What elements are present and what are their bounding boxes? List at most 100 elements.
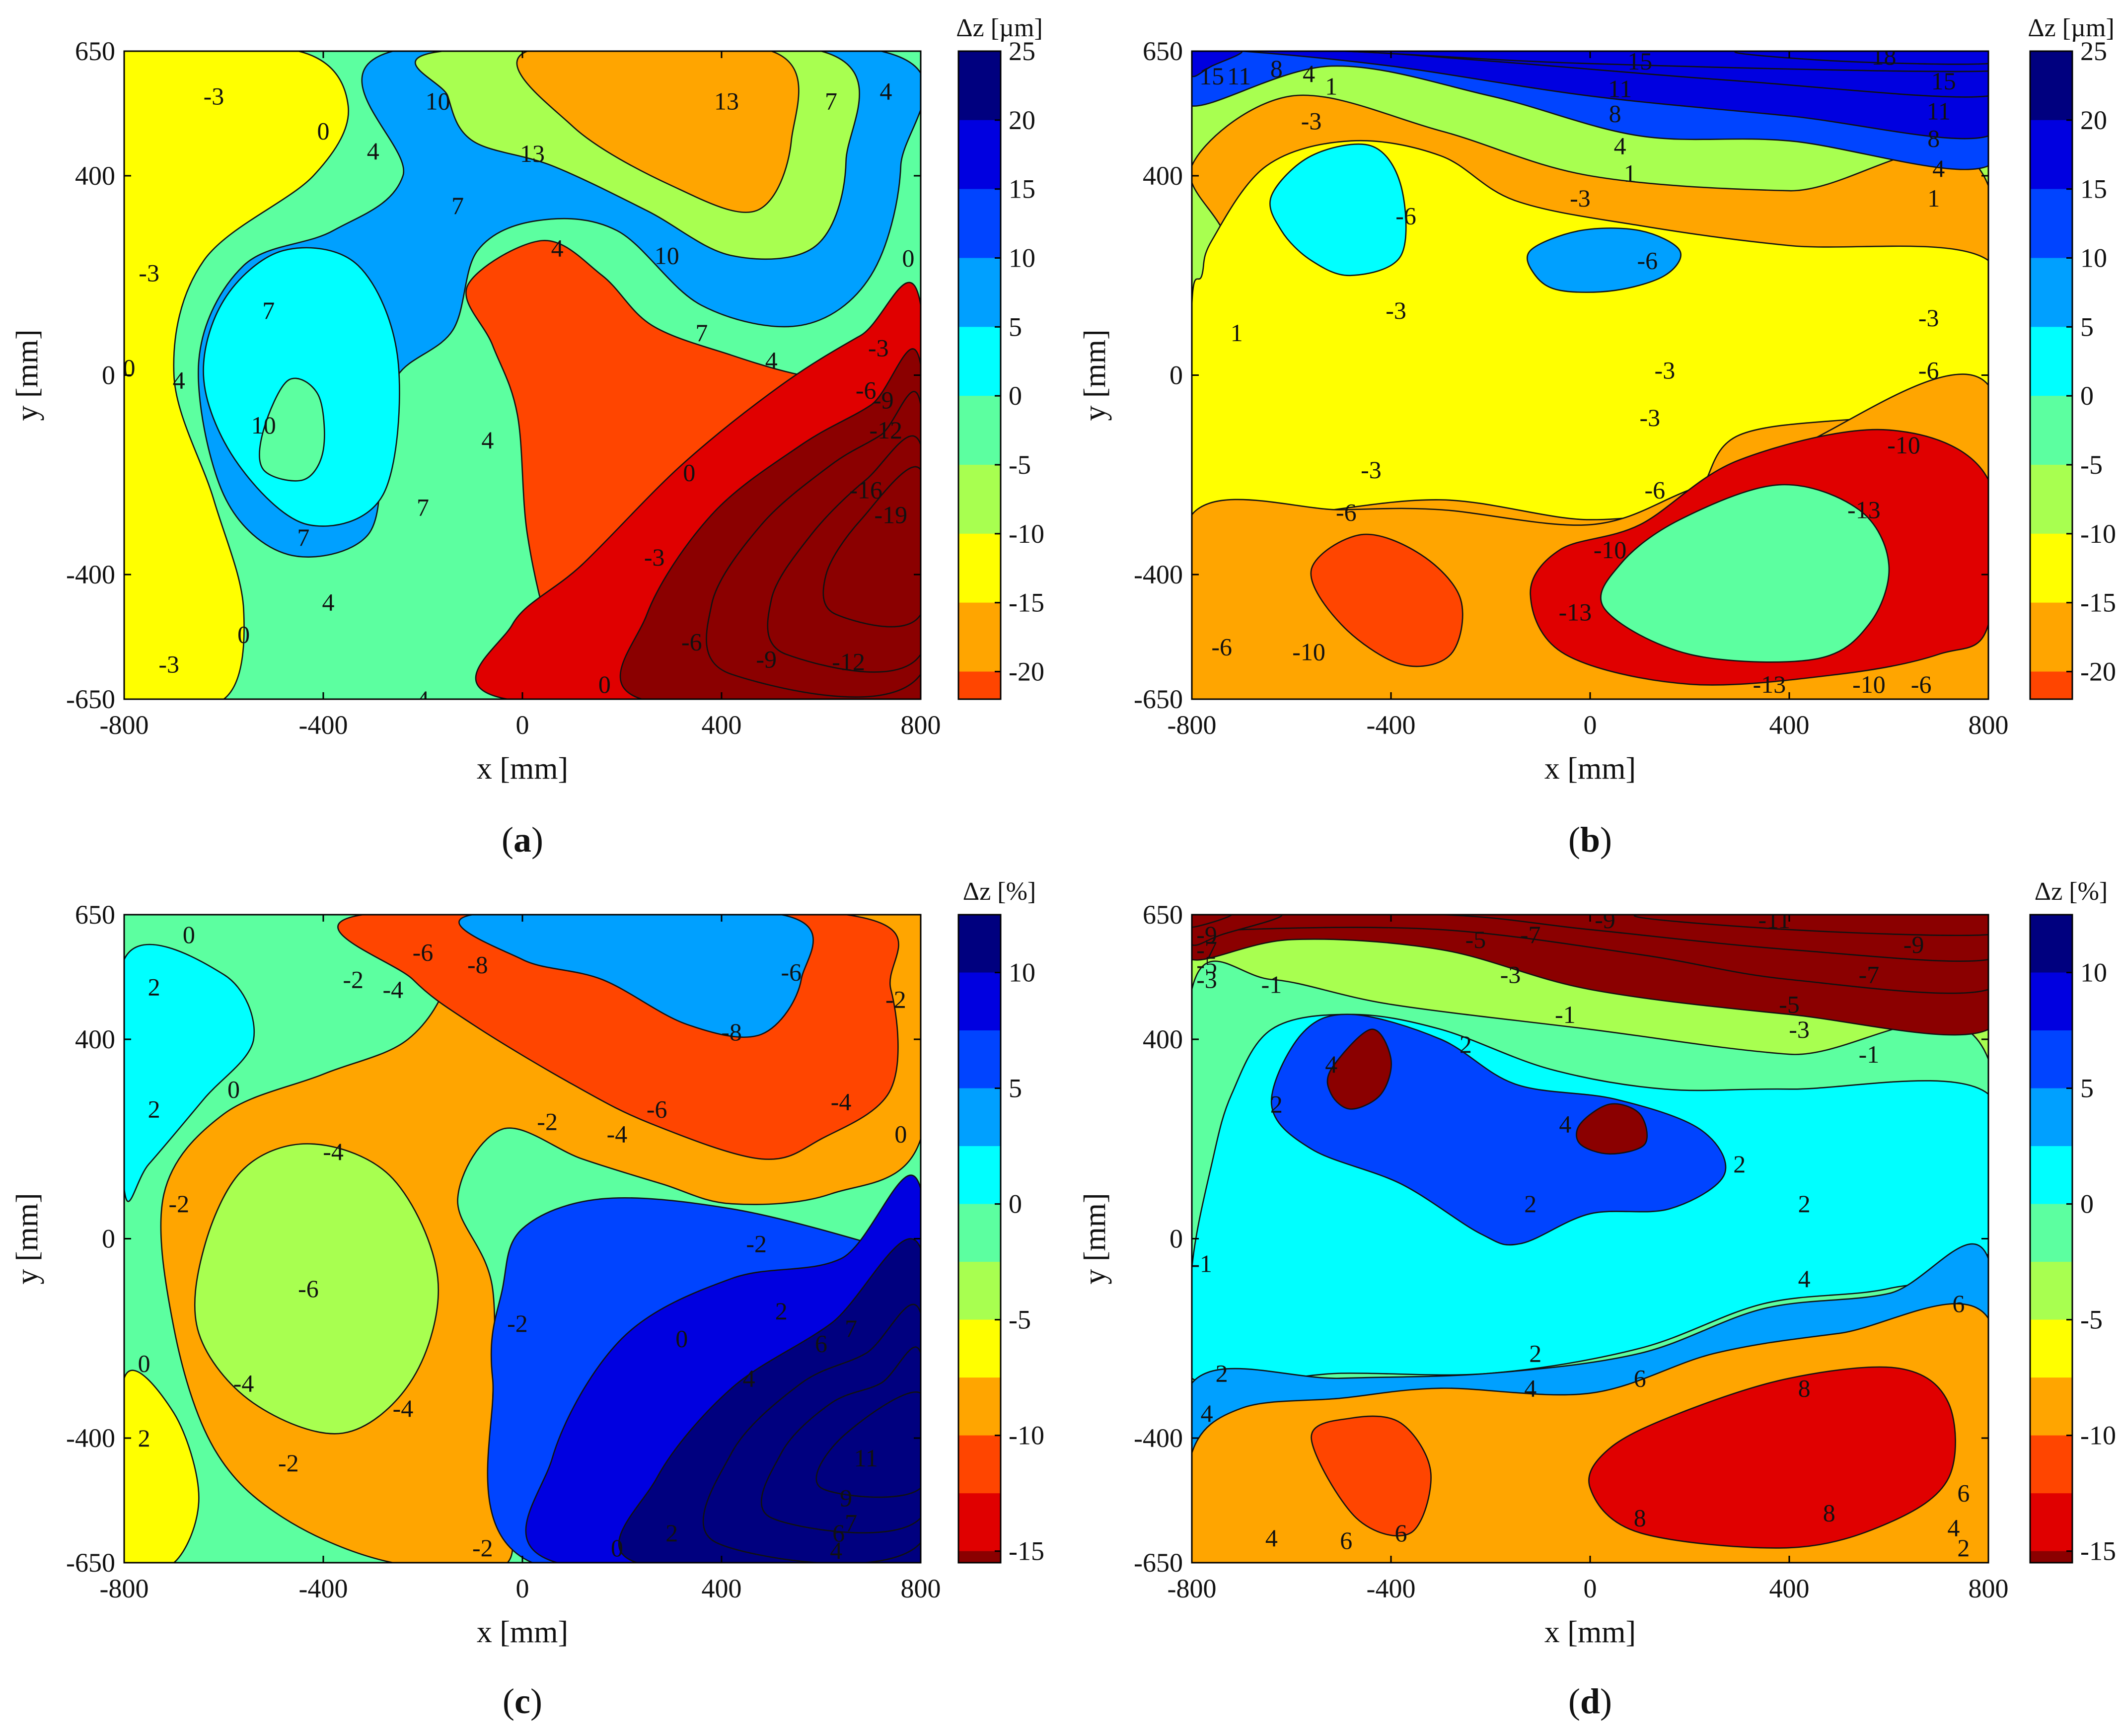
contour-label: 11: [854, 1444, 878, 1472]
contour-region: [1588, 1366, 1956, 1549]
contour-label: 2: [1460, 1030, 1472, 1058]
contour-label-text: -1: [1555, 1001, 1576, 1028]
contour-label: -10: [1292, 638, 1325, 666]
contour-label: -6: [298, 1275, 319, 1302]
contour-label-text: -3: [1639, 404, 1660, 432]
colorbar-swatch: [2030, 1435, 2072, 1494]
contour-label-text: 10: [655, 242, 679, 270]
contour-label: 0: [138, 1349, 150, 1377]
contour-label: 1: [1231, 319, 1243, 347]
contour-region: [815, 1391, 921, 1498]
contour-label-text: 2: [1733, 1150, 1746, 1178]
contour-label-text: 15: [1931, 67, 1956, 95]
contour-label: -8: [721, 1018, 742, 1046]
contour-label: 6: [1634, 1365, 1646, 1392]
contour-label-text: 13: [714, 87, 739, 115]
y-tick-label: 400: [75, 1024, 115, 1054]
contour-region: [259, 377, 325, 482]
contour-label: -4: [607, 1120, 628, 1148]
contour-label: 6: [1952, 1290, 1965, 1317]
contour-label: -19: [875, 501, 908, 529]
contour-label: 0: [237, 621, 250, 649]
contour-region: [194, 1143, 439, 1435]
contour-label-text: 10: [426, 87, 450, 115]
contour-label: 0: [902, 244, 914, 272]
panel-tag: (d): [1568, 1681, 1612, 1721]
contour-label: -6: [681, 628, 702, 656]
contour-label-text: 4: [1524, 1374, 1536, 1402]
contour-label-text: 4: [743, 1365, 755, 1392]
colorbar-tick-label: 10: [1009, 958, 1035, 988]
contour-label-text: 6: [1634, 1365, 1646, 1392]
contour-label: 4: [1798, 1265, 1811, 1293]
colorbar: 10 5 0 -5 -10 -15 Δz [%]: [957, 877, 1044, 1566]
contour-label-text: -4: [233, 1370, 254, 1397]
contour-label: 11: [1927, 97, 1951, 125]
panel-tag-letter: b: [1580, 820, 1600, 860]
contour-label-text: 11: [854, 1444, 878, 1472]
contour-label: -2: [343, 966, 364, 994]
panel-tag: (c): [503, 1681, 542, 1721]
contour-label: 7: [451, 192, 464, 219]
contour-label-text: 11: [1608, 74, 1632, 102]
contour-label-text: 4: [879, 77, 892, 105]
contour-region: [1192, 915, 1233, 928]
contour-label-text: 4: [367, 137, 379, 165]
contour-label: 4: [551, 234, 564, 262]
contour-label-text: 1: [1231, 319, 1243, 347]
contour-label: -16: [849, 476, 882, 504]
contour-label-text: 4: [1303, 60, 1315, 87]
colorbar-tick-label: -20: [2080, 656, 2116, 686]
contour-region: [124, 943, 255, 1202]
contour-label: 4: [765, 346, 778, 374]
contour-label: 8: [1823, 1499, 1835, 1527]
colorbar-title: Δz [µm]: [2028, 14, 2115, 42]
colorbar-title: Δz [%]: [963, 877, 1036, 906]
contour-label-text: 15: [1627, 47, 1652, 75]
contour-label-text: -7: [1859, 960, 1880, 988]
contour-label: 4: [322, 588, 335, 616]
contour-label: -6: [1211, 633, 1232, 661]
contour-label-text: 7: [845, 1314, 857, 1342]
contour-label-text: -6: [1644, 476, 1665, 504]
contour-label: -4: [233, 1370, 254, 1397]
contour-label-text: 15: [1199, 62, 1224, 90]
contour-label: 7: [695, 319, 708, 347]
panel-tag: (b): [1568, 820, 1612, 860]
contour-label: -3: [1361, 456, 1382, 484]
colorbar-swatch: [958, 671, 1001, 700]
contour-label-text: -3: [204, 82, 224, 110]
colorbar-tick-label: -10: [2080, 519, 2116, 549]
y-tick-label: -400: [1134, 560, 1183, 589]
contour-label-text: 4: [765, 346, 778, 374]
colorbar-swatch: [958, 602, 1001, 672]
colorbar-tick-label: -15: [1009, 588, 1044, 618]
contour-label-text: -6: [1637, 247, 1658, 275]
colorbar-swatch: [958, 1262, 1001, 1320]
contour-label: -13: [1559, 598, 1592, 626]
panel-tag: (a): [502, 820, 543, 860]
contour-label: 10: [426, 87, 450, 115]
contour-label: 4: [830, 1536, 842, 1563]
colorbar-swatch: [2030, 1204, 2072, 1262]
contour-label: 4: [1614, 132, 1626, 160]
contour-label: -1: [1555, 1001, 1576, 1028]
contour-label-text: 7: [695, 319, 708, 347]
contour-label: -3: [1655, 356, 1676, 384]
contour-label: -2: [746, 1230, 767, 1258]
contour-label: 2: [1733, 1150, 1746, 1178]
contour-label: 8: [1634, 1504, 1646, 1532]
colorbar-swatch: [2030, 327, 2072, 396]
contour-label: -6: [413, 938, 434, 966]
contour-label: 4: [743, 1365, 755, 1392]
colorbar-swatch: [2030, 671, 2072, 700]
colorbar-frame: [2029, 914, 2073, 1564]
contour-label-text: -13: [1559, 598, 1592, 626]
colorbar-swatch: [958, 1551, 1001, 1563]
contour-label-text: -6: [1918, 356, 1939, 384]
contour-label-text: -11: [1758, 906, 1791, 934]
y-tick-label: -650: [1134, 1548, 1183, 1578]
contour-label: -2: [885, 986, 906, 1013]
contour-label-text: -6: [856, 376, 877, 404]
contour-label: 11: [1608, 74, 1632, 102]
